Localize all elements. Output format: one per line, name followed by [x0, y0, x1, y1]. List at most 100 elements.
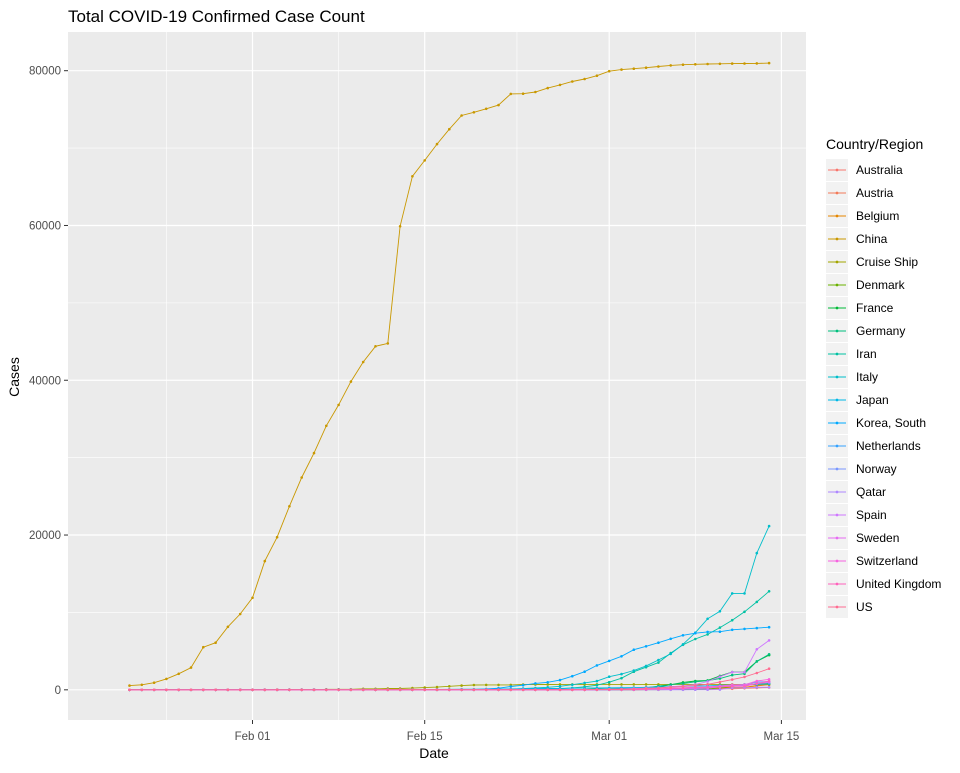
data-point-korea-south [571, 674, 574, 678]
data-point-us [509, 688, 513, 691]
data-point-us [620, 688, 623, 691]
data-point-korea-south [706, 630, 709, 634]
data-point-china [349, 380, 353, 383]
x-tick-label: Feb 01 [235, 731, 271, 743]
data-point-china [411, 175, 414, 178]
data-point-korea-south [669, 637, 672, 641]
data-point-iran [706, 633, 709, 636]
legend-label-china: China [856, 232, 888, 246]
data-point-switzerland [755, 679, 759, 683]
data-point-cruise-ship [448, 685, 451, 688]
data-point-italy [718, 610, 722, 613]
data-point-korea-south [521, 683, 525, 687]
legend-key-point-japan [835, 398, 839, 402]
legend-key-point-us [835, 605, 839, 609]
data-point-us [657, 686, 660, 690]
chart-title: Total COVID-19 Confirmed Case Count [68, 7, 365, 26]
data-point-korea-south [767, 625, 771, 629]
data-point-spain [706, 680, 709, 683]
data-point-us [374, 688, 377, 691]
legend-label-spain: Spain [856, 508, 887, 522]
legend-key-point-cruise-ship [835, 260, 839, 264]
data-point-china [128, 684, 131, 687]
data-point-china [571, 80, 574, 83]
data-point-china [361, 360, 365, 364]
data-point-spain [730, 670, 734, 674]
data-point-korea-south [755, 626, 759, 630]
legend-key-point-united-kingdom [835, 582, 839, 586]
data-point-korea-south [644, 645, 648, 648]
data-point-italy [595, 679, 599, 683]
data-point-china [202, 645, 205, 649]
data-point-us [238, 688, 242, 692]
data-point-united-kingdom [681, 686, 685, 690]
data-point-us [337, 688, 340, 691]
legend-key-point-switzerland [835, 559, 839, 563]
data-point-iran [743, 610, 746, 614]
data-point-italy [644, 664, 648, 668]
legend-key-point-spain [835, 513, 839, 517]
data-point-cruise-ship [644, 683, 648, 686]
data-point-korea-south [743, 627, 746, 631]
data-point-china [509, 92, 513, 96]
data-point-china [694, 63, 697, 66]
data-point-korea-south [620, 655, 623, 658]
legend-label-korea-south: Korea, South [856, 416, 926, 430]
legend-key-point-qatar [835, 490, 839, 494]
data-point-germany [755, 660, 759, 663]
data-point-us [411, 688, 414, 691]
data-point-us [743, 675, 746, 679]
data-point-korea-south [534, 682, 537, 685]
data-point-spain [718, 675, 722, 678]
data-point-germany [718, 677, 722, 680]
data-point-united-kingdom [767, 679, 771, 683]
data-point-cruise-ship [546, 683, 549, 686]
data-point-us [644, 687, 648, 690]
data-point-italy [669, 652, 672, 656]
data-point-us [694, 684, 697, 687]
data-point-korea-south [595, 664, 599, 667]
data-point-iran [657, 661, 660, 664]
data-point-united-kingdom [730, 685, 734, 688]
data-point-italy [767, 524, 771, 528]
data-point-us [546, 688, 549, 691]
data-point-us [152, 688, 156, 692]
legend-key-point-italy [835, 375, 839, 379]
data-point-china [558, 83, 562, 87]
y-tick-label: 0 [55, 685, 61, 697]
data-point-us [435, 688, 439, 691]
legend-label-us: US [856, 600, 873, 614]
data-point-cruise-ship [497, 683, 500, 687]
data-point-qatar [706, 688, 709, 691]
data-point-us [497, 688, 500, 691]
legend-key-point-norway [835, 467, 839, 471]
data-point-korea-south [558, 678, 562, 682]
data-point-china [743, 62, 746, 65]
data-point-us [263, 688, 267, 692]
data-point-china [620, 68, 623, 71]
data-point-us [521, 688, 525, 691]
data-point-china [325, 424, 328, 428]
data-point-united-kingdom [694, 686, 697, 689]
data-point-italy [657, 658, 660, 662]
data-point-us [177, 688, 180, 692]
data-point-china [423, 159, 427, 162]
data-point-us [165, 688, 168, 692]
data-point-italy [583, 681, 586, 685]
data-point-china [398, 225, 402, 228]
plot-area: Feb 01 Feb 15 Mar 01 Mar 15 0 20000 40000 60000… [29, 32, 806, 743]
data-point-cruise-ship [423, 686, 427, 689]
data-point-china [238, 612, 242, 616]
data-point-us [718, 680, 722, 684]
data-point-us [189, 688, 193, 692]
plot-panel [68, 32, 806, 720]
data-point-iran [730, 618, 734, 622]
data-point-cruise-ship [472, 683, 476, 687]
data-point-us [361, 688, 365, 691]
data-point-qatar [755, 686, 759, 689]
data-point-china [435, 142, 439, 146]
data-point-us [595, 688, 599, 691]
data-point-us [386, 688, 390, 691]
